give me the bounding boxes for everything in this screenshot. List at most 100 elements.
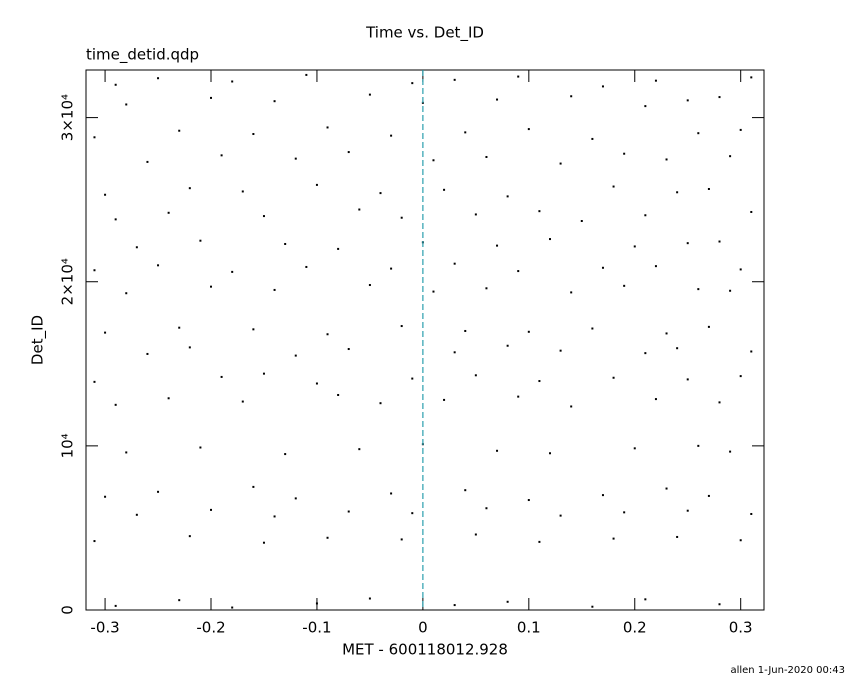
point [665, 332, 668, 335]
point [453, 262, 456, 265]
point [262, 372, 265, 375]
x-tick-label: 0.1 [517, 619, 541, 637]
point [231, 80, 234, 83]
point [178, 129, 181, 132]
point [199, 446, 202, 449]
point [167, 211, 170, 214]
point [485, 287, 488, 290]
point [178, 599, 181, 602]
y-tick-label: 10⁴ [59, 433, 77, 458]
point [538, 380, 541, 383]
point [612, 185, 615, 188]
point [294, 497, 297, 500]
point [527, 330, 530, 333]
point [273, 100, 276, 103]
x-tick-label: 0.2 [623, 619, 647, 637]
point [654, 398, 657, 401]
point [591, 137, 594, 140]
point [623, 511, 626, 514]
point [697, 132, 700, 135]
point [729, 450, 732, 453]
point [601, 266, 604, 269]
point [612, 537, 615, 540]
point [294, 354, 297, 357]
point [125, 292, 128, 295]
point [549, 238, 552, 241]
point [570, 291, 573, 294]
point [707, 494, 710, 497]
point [284, 453, 287, 456]
point [591, 327, 594, 330]
point [347, 348, 350, 351]
point [464, 329, 467, 332]
point [400, 325, 403, 328]
point [326, 333, 329, 336]
point [432, 290, 435, 293]
point [315, 382, 318, 385]
point [220, 375, 223, 378]
point [443, 188, 446, 191]
point [517, 395, 520, 398]
point [707, 325, 710, 328]
point [188, 346, 191, 349]
point [580, 220, 583, 223]
point [729, 155, 732, 158]
point [718, 603, 721, 606]
point [315, 602, 318, 605]
point [485, 155, 488, 158]
point [135, 513, 138, 516]
point [718, 240, 721, 243]
point [739, 375, 742, 378]
point [506, 195, 509, 198]
point [178, 326, 181, 329]
x-tick-label: 0.3 [729, 619, 753, 637]
y-tick-label: 0 [59, 605, 77, 615]
point [337, 393, 340, 396]
point [167, 397, 170, 400]
point [538, 540, 541, 543]
point [358, 448, 361, 451]
point [93, 380, 96, 383]
point [464, 489, 467, 492]
point [104, 331, 107, 334]
point [474, 374, 477, 377]
point [146, 352, 149, 355]
point [135, 246, 138, 249]
point [570, 95, 573, 98]
point [496, 98, 499, 101]
point [93, 540, 96, 543]
chart-title: Time vs. Det_ID [365, 24, 484, 43]
point [305, 73, 308, 76]
point [644, 598, 647, 601]
point [368, 93, 371, 96]
point [644, 105, 647, 108]
x-tick-label: -0.3 [90, 619, 119, 637]
point [220, 154, 223, 157]
point [157, 264, 160, 267]
point [104, 495, 107, 498]
point [591, 605, 594, 608]
point [697, 444, 700, 447]
point [654, 265, 657, 268]
point [665, 158, 668, 161]
point [676, 347, 679, 350]
point [601, 85, 604, 88]
point [390, 267, 393, 270]
point [347, 510, 350, 513]
point [739, 268, 742, 271]
point [284, 242, 287, 245]
point [294, 157, 297, 160]
point [506, 344, 509, 347]
point [157, 490, 160, 493]
point [337, 247, 340, 250]
point [750, 76, 753, 79]
point [686, 242, 689, 245]
point [707, 187, 710, 190]
point [390, 134, 393, 137]
point [231, 270, 234, 273]
point [570, 405, 573, 408]
point [474, 213, 477, 216]
y-tick-label: 3×10⁴ [59, 94, 77, 141]
point [114, 218, 117, 221]
point [252, 133, 255, 136]
